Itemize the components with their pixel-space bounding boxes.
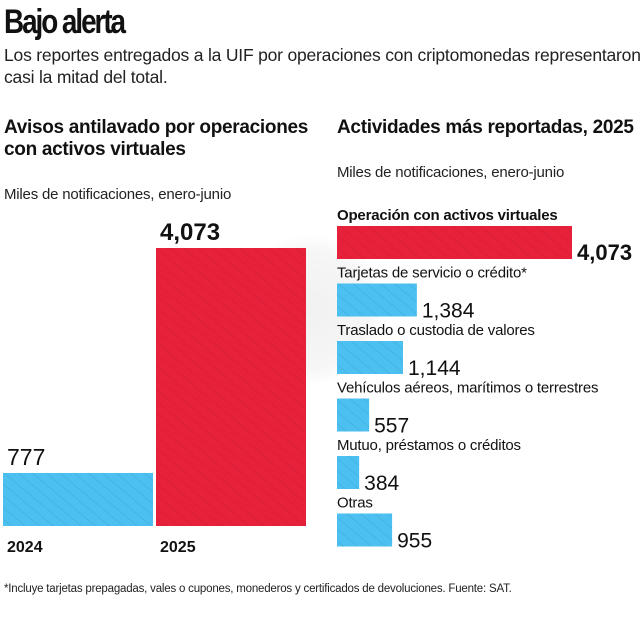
left-chart-title: Avisos antilavado por operaciones con ac…	[4, 117, 309, 160]
value-label: 384	[364, 472, 399, 495]
left-bar-chart: 777 2024 4,073 2025	[3, 219, 306, 556]
right-chart-title: Actividades más reportadas, 2025	[337, 117, 634, 138]
bar-hatch	[156, 248, 306, 526]
bar-row: Operación con activos virtuales 4,073	[337, 207, 632, 265]
bar-2025: 4,073 2025	[156, 219, 306, 556]
bar-row: Otras 955	[337, 495, 432, 553]
right-chart-subtitle: Miles de notificaciones, enero-junio	[337, 164, 565, 181]
bar-row: Tarjetas de servicio o crédito* 1,384	[337, 265, 527, 323]
bar-hatch	[337, 341, 404, 374]
bar-2024: 777 2024	[3, 444, 153, 556]
bar-hatch	[337, 398, 370, 432]
left-chart-subtitle: Miles de notificaciones, enero-junio	[4, 186, 232, 203]
category-label: Operación con activos virtuales	[337, 207, 558, 224]
category-label: Mutuo, préstamos o créditos	[337, 437, 521, 454]
value-label: 1,144	[408, 357, 461, 380]
value-label: 777	[7, 444, 45, 470]
bar-row: Traslado o custodia de valores 1,144	[337, 322, 535, 380]
value-label: 1,384	[422, 300, 475, 323]
value-label: 557	[374, 415, 409, 438]
value-label: 955	[397, 530, 432, 553]
category-label: Tarjetas de servicio o crédito*	[337, 265, 527, 282]
footnote: *Incluye tarjetas prepagadas, vales o cu…	[4, 583, 512, 595]
bar-hatch	[337, 283, 417, 317]
page-title: Bajo alerta	[4, 3, 126, 41]
bar-hatch	[3, 472, 153, 526]
category-label: Vehículos aéreos, marítimos o terrestres	[337, 380, 598, 397]
page-subtitle: Los reportes entregados a la UIF por ope…	[4, 45, 641, 87]
category-label: Traslado o custodia de valores	[337, 322, 535, 339]
value-label: 4,073	[577, 240, 632, 265]
right-bar-chart: Operación con activos virtuales 4,073 Tarj…	[337, 207, 632, 553]
category-label: 2025	[160, 539, 196, 556]
category-label: Otras	[337, 495, 373, 512]
bar-hatch	[337, 456, 360, 489]
bar-row: Vehículos aéreos, marítimos o terrestres…	[337, 380, 598, 438]
bar-hatch	[337, 513, 393, 547]
bar-row: Mutuo, préstamos o créditos 384	[337, 437, 521, 495]
category-label: 2024	[7, 539, 43, 556]
bar-hatch	[337, 226, 572, 259]
value-label: 4,073	[160, 219, 220, 246]
